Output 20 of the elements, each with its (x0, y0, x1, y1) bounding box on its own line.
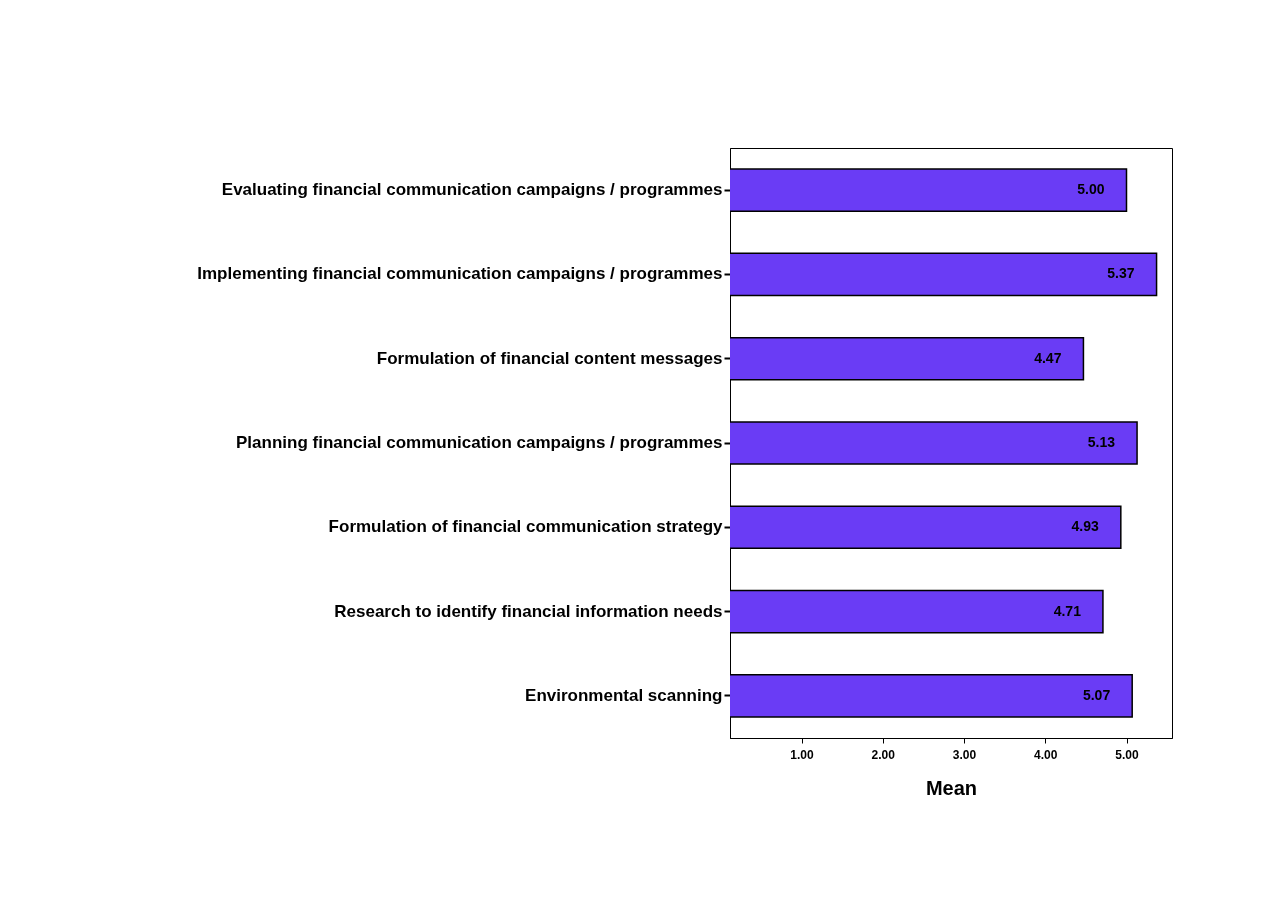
data-label: 4.47 (1034, 349, 1062, 366)
y-tick-label: Implementing financial communication campaigns / programmes (197, 264, 723, 284)
x-tick-label: 2.00 (871, 747, 896, 762)
data-label: 5.37 (1107, 265, 1135, 282)
y-tick-label: Formulation of financial communication strategy (328, 517, 724, 537)
y-tick-label: Environmental scanning (525, 685, 723, 705)
x-tick-label: 3.00 (952, 747, 977, 762)
data-label: 5.13 (1087, 434, 1116, 450)
data-label: 5.07 (1082, 686, 1111, 703)
y-tick-label: Evaluating financial communication campaigns / programmes (221, 180, 723, 200)
data-label: 4.93 (1071, 518, 1100, 535)
x-axis-title: Mean (925, 776, 978, 799)
data-label: 4.71 (1053, 602, 1082, 619)
data-label: 5.00 (1077, 181, 1105, 198)
x-tick-label: 4.00 (1034, 747, 1058, 762)
y-tick-label: Research to identify financial information needs (334, 601, 723, 621)
x-tick-label: 1.00 (790, 747, 814, 762)
y-tick-label: Planning financial communication campaigns / programmes (236, 433, 723, 452)
x-tick-label: 5.00 (1115, 747, 1139, 762)
y-tick-label: Formulation of financial content messages (376, 348, 723, 368)
